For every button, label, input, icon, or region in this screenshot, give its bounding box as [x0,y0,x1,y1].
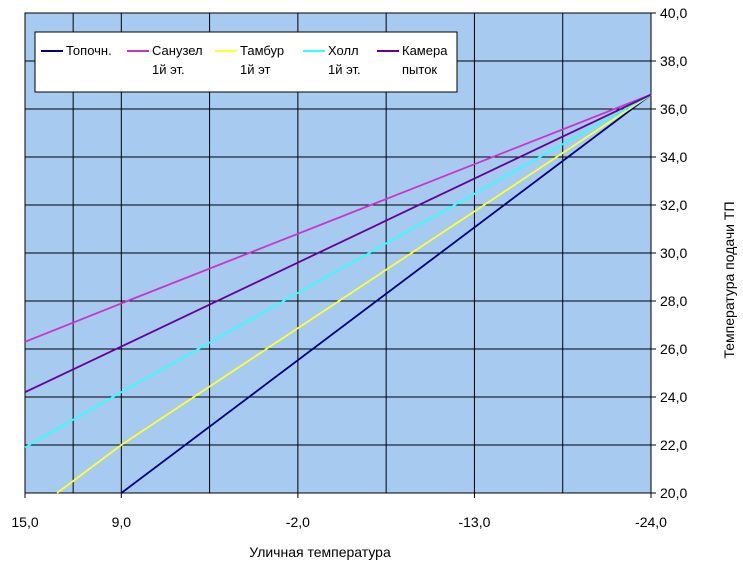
legend-label-5: пыток [402,62,437,77]
legend-label-3: Тамбур [240,43,284,58]
y-tick-label: 36,0 [660,101,687,117]
y-tick-label: 30,0 [660,245,687,261]
x-tick-label: -13,0 [458,514,490,530]
series-line-2 [24,93,652,343]
legend-label-5: Камера [402,43,448,58]
axis-layer: 15,0 9,0 -2,0 -13,0 -24,0 20,0 22,0 24,0 26,0 28,… [11,5,687,530]
legend-label-2: 1й эт. [152,62,185,77]
x-axis-title: Уличная температура [249,544,391,560]
y-tick-label: 34,0 [660,149,687,165]
legend-box [34,31,458,93]
series-line-1 [120,93,652,494]
legend-label-3: 1й эт [240,62,270,77]
x-tick-label: -24,0 [635,514,667,530]
x-tick-label: 15,0 [11,514,38,530]
series-line-5 [24,93,652,394]
plot-area [24,12,652,494]
series-line-3 [56,93,652,494]
x-tick-label: 9,0 [112,514,132,530]
y-tick-label: 26,0 [660,341,687,357]
legend-label-1: Топочн. [66,43,112,58]
legend-label-4: Холл [328,43,359,58]
legend: Топочн. Санузел 1й эт. Тамбур 1й эт Холл 1й эт… [34,31,458,93]
y-axis-title: Температура подачи ТП [721,201,737,358]
legend-label-2: Санузел [152,43,203,58]
x-tick-label: -2,0 [286,514,310,530]
y-tick-label: 20,0 [660,485,687,501]
y-tick-label: 24,0 [660,389,687,405]
series-line-4 [24,93,652,449]
legend-label-4: 1й эт. [328,62,361,77]
y-tick-label: 28,0 [660,293,687,309]
y-tick-label: 22,0 [660,437,687,453]
series-layer [24,93,652,494]
y-tick-label: 38,0 [660,53,687,69]
y-tick-label: 32,0 [660,197,687,213]
y-tick-label: 40,0 [660,5,687,21]
